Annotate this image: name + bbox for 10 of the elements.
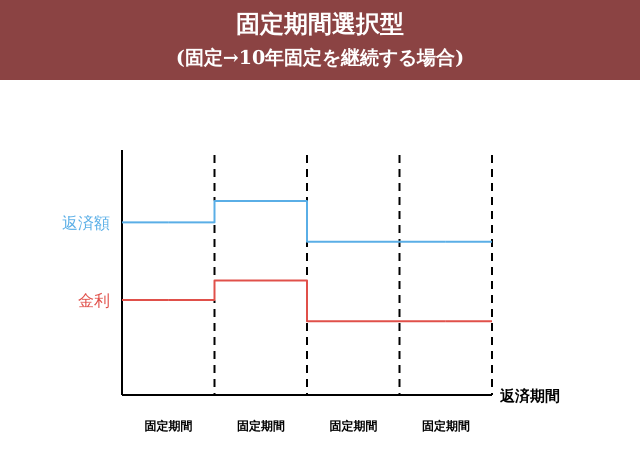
chart-subtitle: (固定→10年固定を継続する場合) (176, 47, 464, 69)
x-tick-label: 固定期間 (329, 419, 378, 433)
x-axis-title: 返済期間 (499, 387, 560, 405)
header: 固定期間選択型 (固定→10年固定を継続する場合) (0, 0, 640, 80)
x-tick-label: 固定期間 (144, 419, 192, 433)
x-tick-label: 固定期間 (236, 419, 285, 433)
legend-label: 金利 (78, 290, 110, 310)
chart-title: 固定期間選択型 (236, 9, 404, 38)
legend-label: 返済額 (62, 213, 110, 232)
x-tick-label: 固定期間 (422, 419, 470, 433)
